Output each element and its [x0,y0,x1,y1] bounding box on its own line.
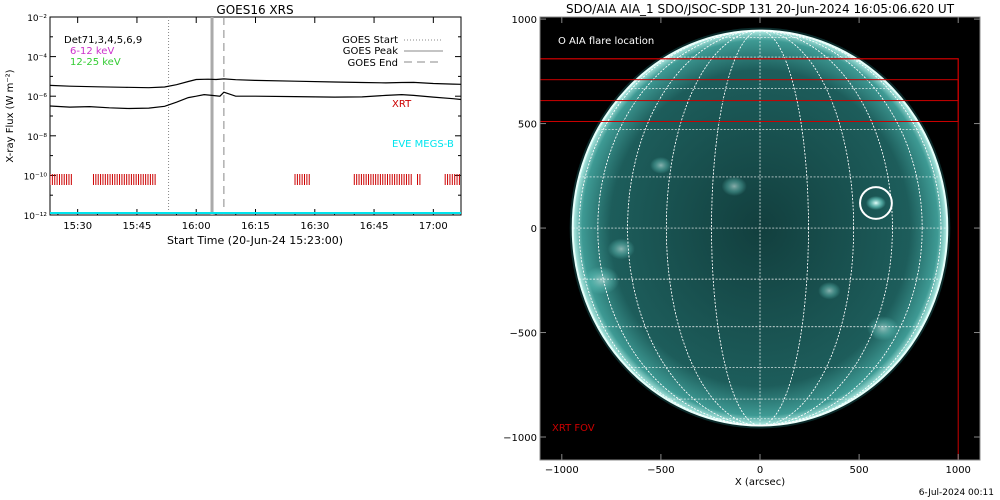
goes-x-tick-label: 16:00 [182,221,211,232]
flare-location-marker [859,186,893,220]
goes-chart-title: GOES16 XRS [216,3,293,17]
goes-x-tick-label: 16:15 [241,221,270,232]
aia-y-tick-label: 1000 [512,15,537,26]
goes-x-tick-label: 17:00 [419,221,448,232]
active-region-glow [583,266,620,295]
aia-y-tick-label: 0 [531,224,537,235]
goes-flux-curve-2 [50,78,461,89]
goes-x-tick-label: 16:30 [300,221,329,232]
aia-x-tick-label: −1000 [545,465,579,476]
goes-x-label: Start Time (20-Jun-24 15:23:00) [167,234,343,247]
aia-y-tick-label: −500 [510,329,537,340]
goes-markers [168,17,225,215]
heliographic-grid [572,30,948,426]
goes-series [50,78,461,110]
goes-y-tick-label: 10⁻⁶ [27,93,47,103]
goes-x-tick-label: 16:45 [360,221,389,232]
goes-xrs-chart: GOES16 XRS 10⁻² 10⁻⁴ 10⁻⁶ 10⁻⁸ 10⁻¹⁰ 10⁻¹² 15… [5,3,462,247]
aia-x-axis: −1000 −500 0 500 1000 [545,17,971,476]
xrt-coverage-bars [50,174,460,185]
active-region-glow [818,281,841,300]
aia-x-label: X (arcsec) [735,477,785,488]
goes-flux-curve-3 [50,91,461,110]
goes-y-label: X-ray Flux (W m⁻²) [5,69,16,162]
xrt-fov-rect [540,58,959,102]
active-region-glow [867,316,899,341]
detector-label: Det71,3,4,5,6,9 [64,35,142,46]
goes-y-axis: 10⁻² 10⁻⁴ 10⁻⁶ 10⁻⁸ 10⁻¹⁰ 10⁻¹² [24,14,461,222]
goes-y-tick-label: 10⁻¹⁰ [24,172,48,182]
xrt-annotation: XRT [392,99,412,110]
active-region-glow [721,176,747,197]
aia-x-tick-label: −500 [647,465,674,476]
aia-title: SDO/AIA AIA_1 SDO/JSOC-SDP 131 20-Jun-20… [566,2,955,16]
goes-marker-legend: GOES Start GOES Peak GOES End [342,35,443,69]
legend-goes-peak: GOES Peak [343,46,398,57]
legend-goes-end: GOES End [348,58,398,69]
goes-y-tick-label: 10⁻⁸ [27,133,47,143]
goes-x-tick-label: 15:30 [63,221,92,232]
aia-x-tick-label: 500 [850,465,869,476]
legend-12-25kev: 12-25 keV [70,57,121,68]
active-region-glow [650,156,672,174]
longitude-line [627,30,893,426]
flare-bright-region [865,195,886,210]
goes-x-tick-label: 15:45 [123,221,152,232]
legend-6-12kev: 6-12 keV [70,46,114,57]
aia-x-tick-label: 0 [757,465,763,476]
legend-goes-start: GOES Start [342,35,398,46]
longitude-line [597,30,923,426]
eve-annotation: EVE MEGS-B [392,139,454,150]
footer-date: 6-Jul-2024 00:11 [919,488,994,498]
active-region-glow [607,238,635,260]
xrt-fov-boxes [540,58,959,460]
aia-y-axis: −1000 −500 0 500 1000 [503,15,980,444]
longitude-line [578,30,942,426]
xrt-fov-label: XRT FOV [552,423,595,434]
goes-y-tick-label: 10⁻² [27,14,47,24]
aia-image-chart: SDO/AIA AIA_1 SDO/JSOC-SDP 131 20-Jun-20… [503,2,981,488]
flare-legend: O AIA flare location [558,36,654,47]
goes-y-tick-label: 10⁻⁴ [27,54,47,64]
aia-x-tick-label: 1000 [945,465,970,476]
goes-y-tick-label: 10⁻¹² [24,212,48,222]
aia-y-tick-label: 500 [518,120,537,131]
aia-y-tick-label: −1000 [503,433,537,444]
